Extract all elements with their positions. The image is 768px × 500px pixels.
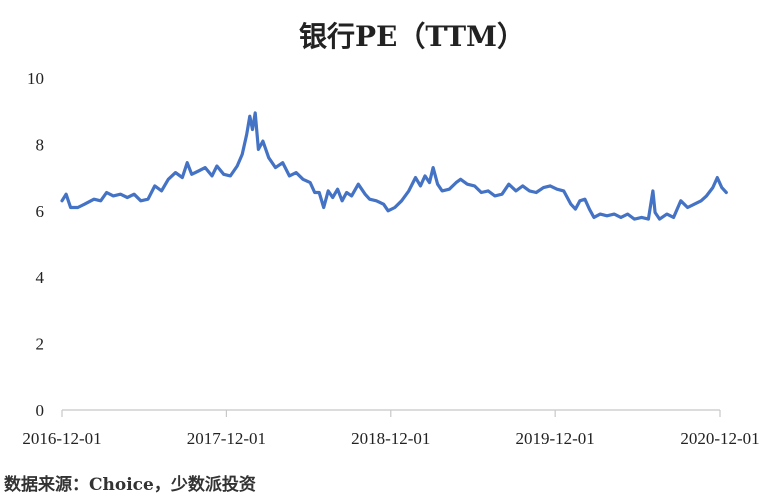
y-tick-label: 0 xyxy=(36,401,45,420)
chart-title: 银行PE（TTM） xyxy=(299,20,525,53)
x-tick-label: 2017-12-01 xyxy=(187,429,266,448)
y-axis-ticks: 0 2 4 6 8 10 xyxy=(27,69,45,420)
x-tick-label: 2019-12-01 xyxy=(515,429,594,448)
x-tick-label: 2020-12-01 xyxy=(680,429,759,448)
x-axis: 2016-12-01 2017-12-01 2018-12-01 2019-12-01… xyxy=(22,409,760,448)
series-layer xyxy=(60,111,728,221)
y-tick-label: 8 xyxy=(36,135,45,154)
y-tick-label: 4 xyxy=(36,268,45,287)
y-tick-label: 6 xyxy=(36,202,45,221)
x-tick-label: 2018-12-01 xyxy=(351,429,430,448)
series-line xyxy=(60,111,728,221)
y-tick-label: 10 xyxy=(27,69,44,88)
source-note: 数据来源：Choice，少数派投资 xyxy=(4,474,256,495)
x-tick-label: 2016-12-01 xyxy=(22,429,101,448)
y-tick-label: 2 xyxy=(36,335,45,354)
